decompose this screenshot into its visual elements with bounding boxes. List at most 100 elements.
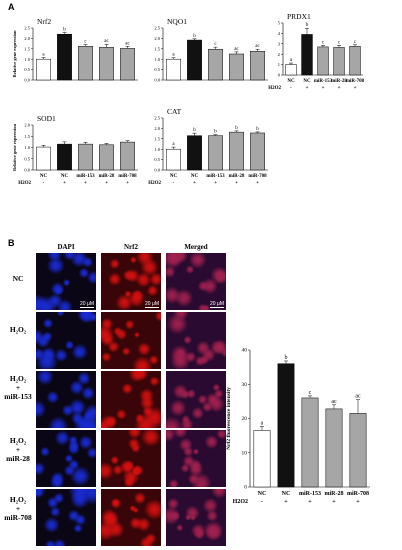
h2o2-mark: + bbox=[193, 181, 196, 186]
x-tick-label: miR-708 bbox=[347, 491, 369, 497]
h2o2-mark: + bbox=[332, 499, 336, 505]
micrograph-nrf2 bbox=[101, 430, 161, 487]
h2o2-row-label: H2O2 bbox=[268, 86, 281, 91]
row-label: H₂O₂ + miR-708 bbox=[4, 495, 32, 522]
bar bbox=[78, 143, 93, 171]
bar bbox=[250, 51, 265, 81]
h2o2-mark: + bbox=[214, 181, 217, 186]
x-tick-label: miR-708 bbox=[248, 174, 267, 179]
h2o2-mark: + bbox=[306, 86, 309, 91]
h2o2-mark: + bbox=[308, 499, 312, 505]
h2o2-mark: - bbox=[173, 181, 175, 186]
x-tick-label: miR-28 bbox=[229, 174, 245, 179]
micrograph-dapi bbox=[36, 489, 96, 546]
significance-letter: c bbox=[214, 42, 217, 47]
bar bbox=[57, 143, 72, 171]
bar bbox=[120, 48, 135, 81]
y-tick-label: 0.0 bbox=[24, 168, 30, 173]
h2o2-mark: + bbox=[354, 86, 357, 91]
significance-letter: b bbox=[214, 130, 217, 135]
micrograph-dapi bbox=[36, 371, 96, 428]
y-tick-label: 1 bbox=[278, 62, 280, 67]
y-tick-label: 3 bbox=[278, 41, 281, 46]
x-tick-label: miR-28 bbox=[331, 79, 347, 84]
significance-letter: ac bbox=[331, 399, 337, 405]
h2o2-row-label: H2O2 bbox=[233, 499, 248, 505]
significance-letter: b bbox=[193, 34, 196, 39]
significance-letter: c bbox=[309, 390, 312, 396]
row-label: NC bbox=[12, 274, 24, 283]
y-tick-label: 4 bbox=[278, 31, 281, 36]
x-tick-label: miR-153 bbox=[299, 491, 321, 497]
y-tick-label: 1.0 bbox=[154, 57, 160, 62]
bar bbox=[285, 64, 297, 76]
x-tick-label: NC bbox=[61, 174, 69, 179]
significance-letter: b bbox=[235, 126, 238, 131]
x-tick-label: NC bbox=[303, 79, 311, 84]
x-tick-label: miR-708 bbox=[346, 79, 365, 84]
y-tick-label: 20 bbox=[242, 416, 248, 422]
h2o2-row-label: H2O2 bbox=[148, 181, 161, 186]
h2o2-mark: - bbox=[290, 86, 292, 91]
y-tick-label: 1.0 bbox=[154, 147, 160, 152]
h2o2-mark: + bbox=[338, 86, 341, 91]
x-tick-label: miR-153 bbox=[76, 174, 95, 179]
micrograph-dapi bbox=[36, 312, 96, 369]
bar bbox=[57, 33, 72, 81]
x-tick-label: miR-28 bbox=[325, 491, 344, 497]
bar bbox=[277, 363, 295, 488]
y-tick-label: 10 bbox=[242, 450, 248, 456]
micrograph-dapi bbox=[36, 430, 96, 487]
x-tick-label: NC bbox=[282, 491, 291, 497]
significance-letter: ac bbox=[104, 39, 109, 44]
h2o2-mark: + bbox=[235, 181, 238, 186]
y-tick-label: 2.5 bbox=[24, 26, 30, 31]
h2o2-mark: + bbox=[84, 181, 87, 186]
row-label: H₂O₂ + miR-28 bbox=[6, 436, 30, 463]
panel-a-label: A bbox=[8, 2, 15, 12]
y-tick-label: 1.5 bbox=[24, 134, 30, 139]
y-tick-label: 0.0 bbox=[24, 78, 30, 83]
y-tick-label: 1.5 bbox=[24, 46, 30, 51]
y-tick-label: 2.0 bbox=[24, 36, 30, 41]
y-tick-label: 30 bbox=[242, 382, 248, 388]
bar bbox=[349, 413, 367, 488]
y-tick-label: 40 bbox=[242, 348, 248, 354]
significance-letter: a bbox=[261, 420, 264, 426]
h2o2-mark: + bbox=[284, 499, 288, 505]
panel-b-label: B bbox=[8, 238, 15, 248]
significance-letter: a bbox=[172, 53, 175, 58]
scale-bar: 20 μM bbox=[80, 301, 94, 308]
micrograph-nrf2: 20 μM bbox=[101, 253, 161, 310]
bar bbox=[36, 58, 51, 81]
significance-letter: b bbox=[63, 28, 66, 33]
micrograph-merged bbox=[166, 489, 226, 546]
bar bbox=[99, 47, 114, 81]
chart-title: Nrf2 bbox=[37, 17, 51, 26]
row-label: H₂O₂ bbox=[9, 325, 27, 334]
micrograph-nrf2 bbox=[101, 312, 161, 369]
y-axis-label: Relative gene expression bbox=[12, 30, 17, 77]
y-tick-label: 1.5 bbox=[154, 136, 160, 141]
y-tick-label: 2 bbox=[278, 52, 280, 57]
y-axis-label: Nrf2 fluorescence intensity bbox=[226, 387, 232, 450]
micrograph-nrf2 bbox=[101, 489, 161, 546]
bar bbox=[250, 132, 265, 171]
x-tick-label: miR-153 bbox=[206, 174, 225, 179]
y-axis-label: Relative gene expression bbox=[12, 124, 17, 171]
significance-letter: a bbox=[172, 142, 175, 147]
bar bbox=[208, 135, 223, 171]
h2o2-mark: - bbox=[43, 181, 45, 186]
h2o2-row-label: H2O2 bbox=[18, 181, 31, 186]
y-tick-label: 2.0 bbox=[154, 126, 160, 131]
y-tick-label: 2.5 bbox=[154, 26, 160, 31]
micrograph-dapi: 20 μM bbox=[36, 253, 96, 310]
micrograph-merged bbox=[166, 312, 226, 369]
y-tick-label: 0.5 bbox=[154, 157, 160, 162]
col-header-dapi: DAPI bbox=[57, 243, 75, 251]
h2o2-mark: + bbox=[256, 181, 259, 186]
bar bbox=[317, 46, 329, 76]
significance-letter: ac bbox=[355, 394, 361, 400]
